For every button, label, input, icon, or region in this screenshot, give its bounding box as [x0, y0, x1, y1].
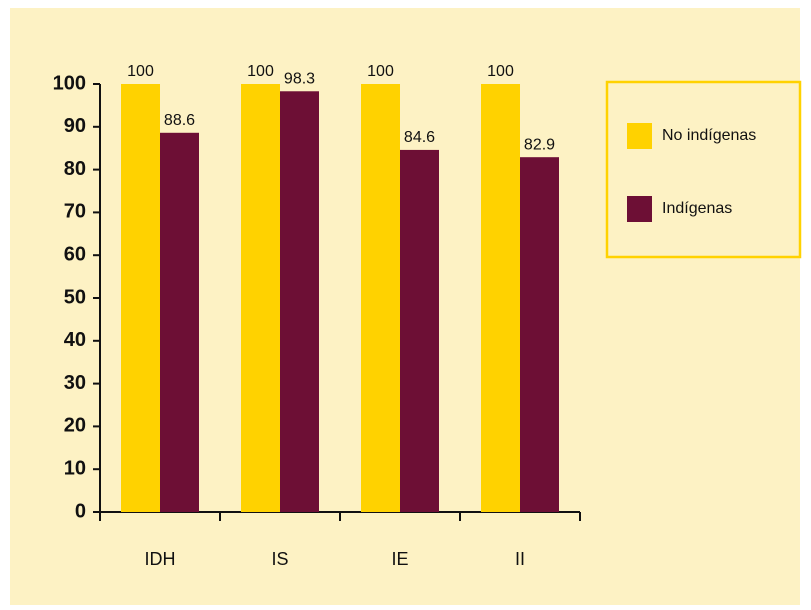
y-tick-label: 90 — [64, 115, 86, 137]
bar — [400, 149, 439, 513]
y-tick-label: 20 — [64, 415, 86, 437]
bar — [520, 157, 559, 513]
bar — [121, 84, 160, 512]
bar — [241, 84, 280, 512]
x-tick-label: IE — [391, 549, 408, 569]
value-label: 98.3 — [284, 70, 315, 87]
value-label: 84.6 — [404, 129, 435, 146]
value-label: 100 — [367, 63, 394, 80]
y-tick-label: 50 — [64, 286, 86, 308]
value-label: 88.6 — [164, 112, 195, 129]
y-tick-label: 70 — [64, 201, 86, 223]
value-label: 100 — [247, 63, 274, 80]
legend-box — [605, 80, 802, 259]
bar — [481, 84, 520, 512]
legend-label: No indígenas — [662, 127, 756, 144]
x-tick-label: IDH — [145, 549, 176, 569]
y-tick-label: 80 — [64, 158, 86, 180]
value-label: 82.9 — [524, 136, 555, 153]
y-tick-label: 10 — [64, 457, 86, 479]
x-tick-label: IS — [271, 549, 288, 569]
y-tick-label: 0 — [75, 500, 86, 522]
bar — [361, 84, 400, 512]
bar — [280, 91, 319, 512]
legend-swatch — [627, 196, 652, 222]
value-label: 100 — [487, 63, 514, 80]
y-tick-label: 60 — [64, 243, 86, 265]
bar — [160, 132, 199, 513]
y-tick-label: 40 — [64, 329, 86, 351]
x-tick-label: II — [515, 549, 525, 569]
value-label: 100 — [127, 63, 154, 80]
legend-swatch — [627, 123, 652, 149]
legend-label: Indígenas — [662, 200, 732, 217]
y-tick-label: 30 — [64, 372, 86, 394]
y-tick-label: 100 — [53, 72, 86, 94]
